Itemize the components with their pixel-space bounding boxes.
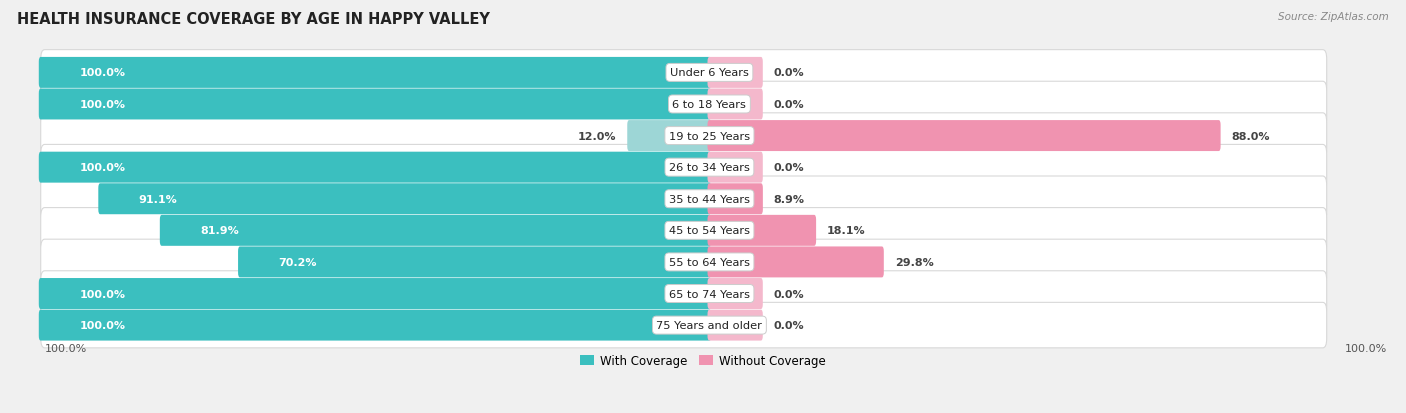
Text: 81.9%: 81.9% — [200, 226, 239, 236]
Text: 91.1%: 91.1% — [139, 194, 177, 204]
FancyBboxPatch shape — [707, 152, 763, 183]
Text: 45 to 54 Years: 45 to 54 Years — [669, 226, 749, 236]
Text: 26 to 34 Years: 26 to 34 Years — [669, 163, 749, 173]
FancyBboxPatch shape — [41, 82, 1327, 128]
FancyBboxPatch shape — [39, 58, 711, 89]
Text: 100.0%: 100.0% — [79, 289, 125, 299]
FancyBboxPatch shape — [627, 121, 711, 152]
Text: 0.0%: 0.0% — [773, 68, 804, 78]
Text: 29.8%: 29.8% — [894, 257, 934, 267]
Text: 18.1%: 18.1% — [827, 226, 866, 236]
Text: 0.0%: 0.0% — [773, 163, 804, 173]
Text: 12.0%: 12.0% — [578, 131, 616, 141]
Text: 100.0%: 100.0% — [79, 100, 125, 110]
Text: 0.0%: 0.0% — [773, 320, 804, 330]
Text: Under 6 Years: Under 6 Years — [671, 68, 749, 78]
FancyBboxPatch shape — [707, 184, 763, 215]
Text: 35 to 44 Years: 35 to 44 Years — [669, 194, 749, 204]
Text: 100.0%: 100.0% — [79, 163, 125, 173]
FancyBboxPatch shape — [41, 177, 1327, 222]
Text: 100.0%: 100.0% — [1346, 343, 1388, 353]
Text: 65 to 74 Years: 65 to 74 Years — [669, 289, 749, 299]
Text: HEALTH INSURANCE COVERAGE BY AGE IN HAPPY VALLEY: HEALTH INSURANCE COVERAGE BY AGE IN HAPP… — [17, 12, 489, 27]
Text: 75 Years and older: 75 Years and older — [657, 320, 762, 330]
FancyBboxPatch shape — [707, 89, 763, 120]
Text: 19 to 25 Years: 19 to 25 Years — [669, 131, 749, 141]
FancyBboxPatch shape — [41, 303, 1327, 348]
Text: 100.0%: 100.0% — [79, 68, 125, 78]
FancyBboxPatch shape — [39, 278, 711, 309]
FancyBboxPatch shape — [41, 208, 1327, 254]
Text: 0.0%: 0.0% — [773, 100, 804, 110]
Text: 55 to 64 Years: 55 to 64 Years — [669, 257, 749, 267]
Text: 6 to 18 Years: 6 to 18 Years — [672, 100, 747, 110]
Text: 70.2%: 70.2% — [278, 257, 318, 267]
FancyBboxPatch shape — [707, 278, 763, 309]
FancyBboxPatch shape — [41, 271, 1327, 316]
FancyBboxPatch shape — [39, 310, 711, 341]
FancyBboxPatch shape — [707, 310, 763, 341]
FancyBboxPatch shape — [39, 89, 711, 120]
FancyBboxPatch shape — [41, 240, 1327, 285]
FancyBboxPatch shape — [707, 215, 815, 246]
Text: 100.0%: 100.0% — [79, 320, 125, 330]
FancyBboxPatch shape — [707, 247, 884, 278]
Text: 0.0%: 0.0% — [773, 289, 804, 299]
FancyBboxPatch shape — [41, 114, 1327, 159]
Text: 8.9%: 8.9% — [773, 194, 804, 204]
FancyBboxPatch shape — [41, 50, 1327, 96]
FancyBboxPatch shape — [238, 247, 711, 278]
FancyBboxPatch shape — [41, 145, 1327, 190]
Text: 88.0%: 88.0% — [1232, 131, 1270, 141]
FancyBboxPatch shape — [707, 58, 763, 89]
Text: Source: ZipAtlas.com: Source: ZipAtlas.com — [1278, 12, 1389, 22]
FancyBboxPatch shape — [39, 152, 711, 183]
FancyBboxPatch shape — [98, 184, 711, 215]
FancyBboxPatch shape — [707, 121, 1220, 152]
FancyBboxPatch shape — [160, 215, 711, 246]
Text: 100.0%: 100.0% — [45, 343, 87, 353]
Legend: With Coverage, Without Coverage: With Coverage, Without Coverage — [575, 349, 831, 372]
